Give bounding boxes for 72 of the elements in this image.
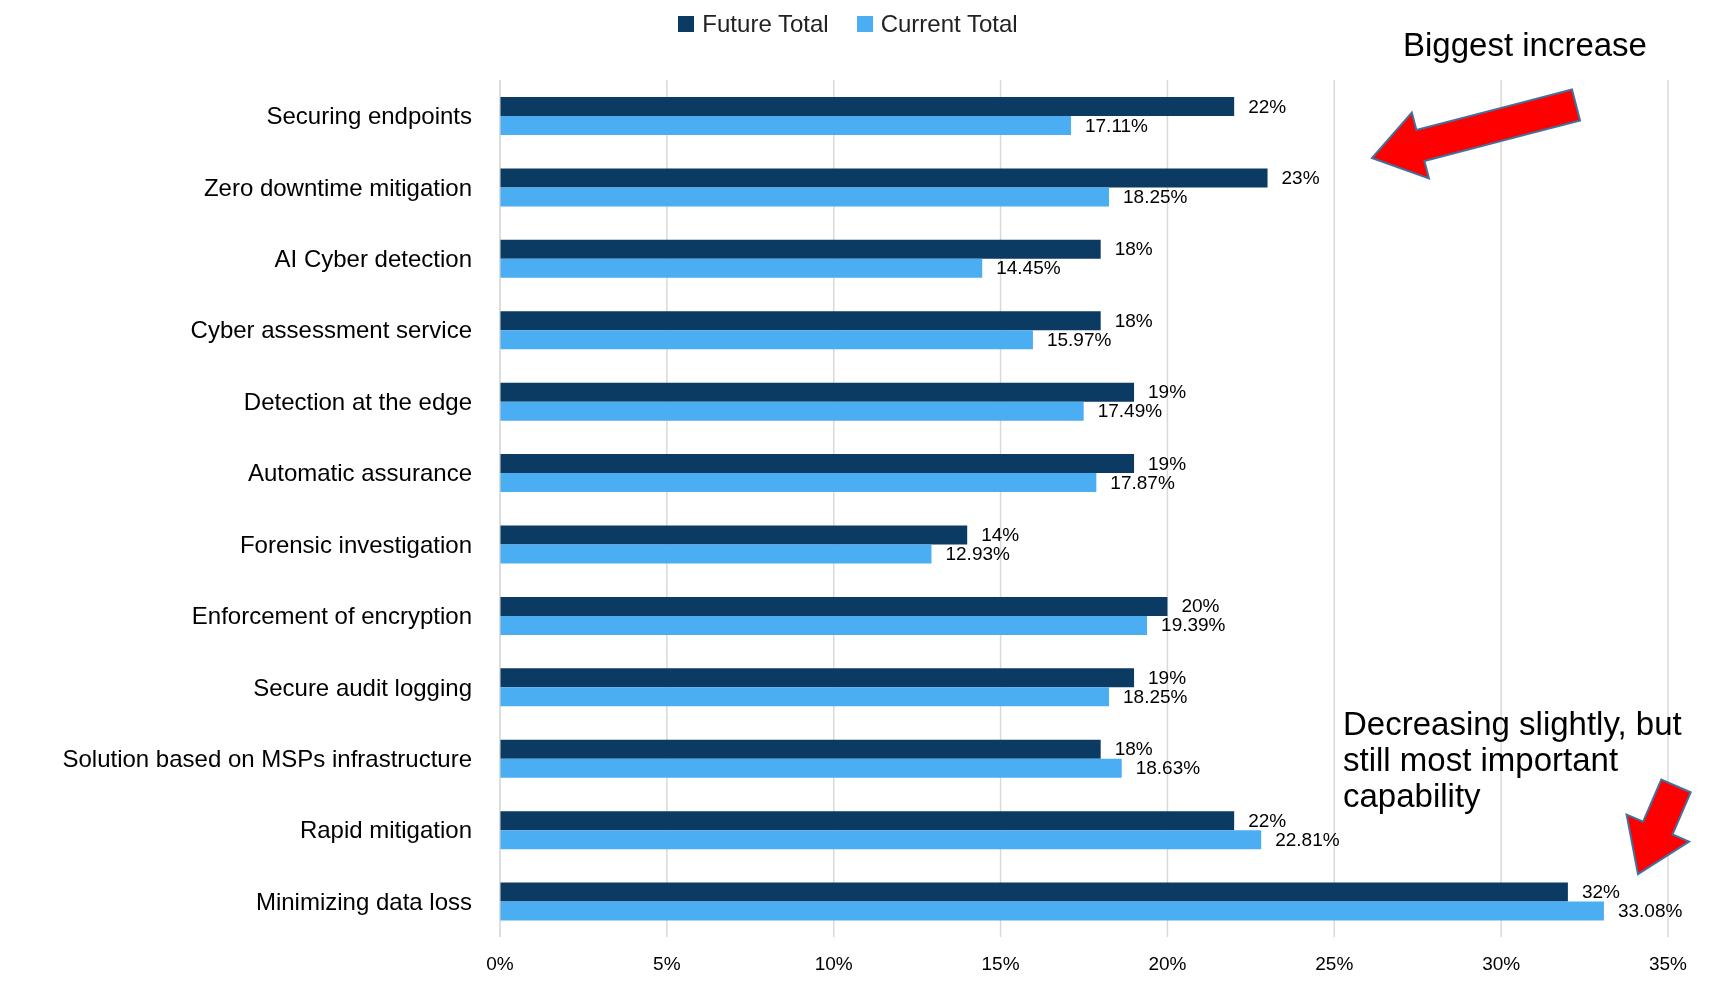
bar <box>500 187 1110 207</box>
bar <box>500 311 1101 331</box>
y-tick-label: Enforcement of encryption <box>191 602 472 630</box>
data-label: 18% <box>1114 309 1153 331</box>
data-label: 19% <box>1148 381 1187 403</box>
y-tick-label: Securing endpoints <box>266 102 472 130</box>
legend-label: Current Total <box>879 10 1018 38</box>
bar <box>500 258 983 278</box>
bar <box>500 758 1122 778</box>
y-tick-label: Rapid mitigation <box>299 816 472 844</box>
data-label: 22% <box>1248 95 1287 117</box>
bar <box>500 116 1071 135</box>
x-tick-label: 0% <box>486 953 514 975</box>
x-tick-label: 10% <box>814 953 853 975</box>
legend-label: Future Total <box>701 10 829 38</box>
data-label: 19% <box>1148 452 1187 474</box>
data-label: 19% <box>1148 666 1187 688</box>
bar <box>500 239 1101 259</box>
data-label: 19.39% <box>1161 614 1226 636</box>
data-label: 14.45% <box>996 257 1061 279</box>
x-tick-label: 35% <box>1648 953 1688 975</box>
bar <box>500 330 1033 350</box>
bar <box>500 544 932 564</box>
bar <box>500 830 1262 850</box>
x-tick-label: 25% <box>1315 953 1354 975</box>
data-label: 18.25% <box>1123 685 1188 707</box>
x-tick-label: 20% <box>1148 953 1187 975</box>
bar <box>500 97 1235 116</box>
data-label: 15.97% <box>1046 328 1112 350</box>
bar <box>500 668 1135 688</box>
y-tick-label: Secure audit logging <box>253 673 472 701</box>
text: Biggest increase <box>1403 26 1647 64</box>
data-label: 32% <box>1581 881 1621 903</box>
data-label: 18% <box>1114 738 1153 760</box>
y-tick-label: AI Cyber detection <box>274 245 472 273</box>
data-label: 20% <box>1181 595 1220 617</box>
data-label: 17.11% <box>1084 114 1149 136</box>
bar <box>500 615 1148 635</box>
data-label: 23% <box>1281 166 1320 188</box>
data-label: 14% <box>981 524 1020 545</box>
y-tick-label: Cyber assessment service <box>190 316 472 344</box>
bar <box>500 596 1168 616</box>
bar <box>500 811 1235 831</box>
data-label: 22.81% <box>1275 828 1340 850</box>
y-tick-label: Solution based on MSPs infrastructure <box>62 744 472 772</box>
x-tick-label: 30% <box>1482 953 1521 975</box>
y-tick-label: Automatic assurance <box>247 459 472 487</box>
data-label: 12.93% <box>945 543 1011 564</box>
data-label: 18% <box>1114 238 1153 260</box>
bar <box>500 882 1568 902</box>
data-label: 18.25% <box>1123 185 1188 207</box>
data-label: 33.08% <box>1617 900 1683 922</box>
y-tick-label: Detection at the edge <box>243 387 472 415</box>
bar <box>500 687 1110 707</box>
bar <box>500 739 1101 759</box>
bar <box>500 401 1084 421</box>
y-tick-label: Minimizing data loss <box>255 887 472 915</box>
y-tick-label: Zero downtime mitigation <box>203 173 472 201</box>
x-tick-label: 15% <box>981 953 1020 975</box>
bar <box>500 168 1268 188</box>
data-label: 17.87% <box>1110 471 1175 493</box>
bar <box>500 382 1135 402</box>
y-tick-label: Forensic investigation <box>239 530 472 558</box>
bar <box>500 525 968 545</box>
data-label: 18.63% <box>1135 757 1201 779</box>
x-tick-label: 5% <box>653 953 681 975</box>
bar <box>500 454 1135 474</box>
data-label: 22% <box>1248 809 1287 831</box>
bar <box>500 473 1097 493</box>
data-label: 17.49% <box>1097 400 1163 422</box>
annotation: Decreasing slightly, but still most important capability <box>1343 705 1683 814</box>
bar <box>500 901 1604 921</box>
